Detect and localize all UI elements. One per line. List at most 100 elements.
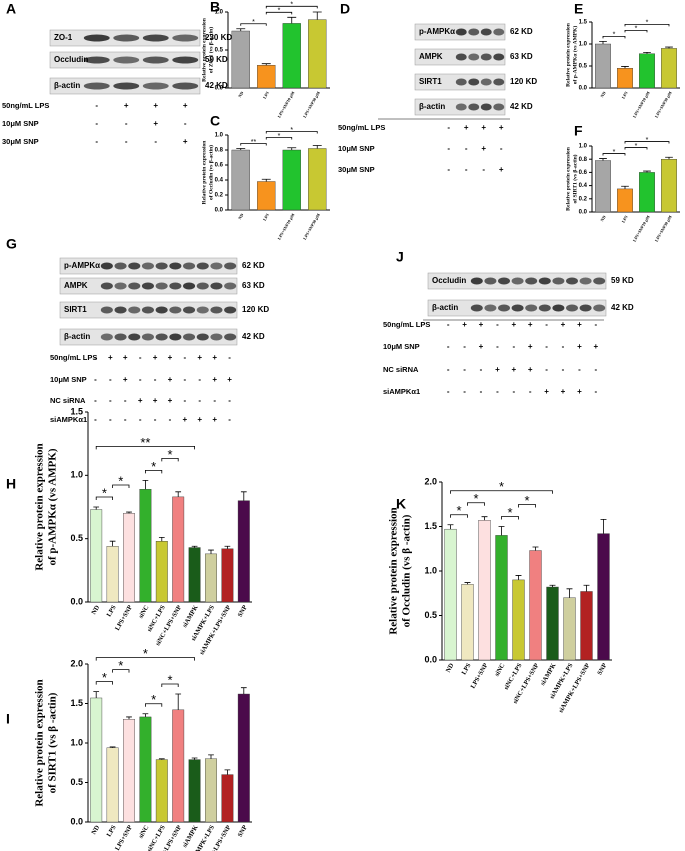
blot-band xyxy=(210,282,223,290)
blot-band xyxy=(210,306,223,314)
error-bar xyxy=(532,546,539,551)
y-tick-label: 0.8 xyxy=(215,148,224,154)
blot-band xyxy=(468,103,480,111)
panel-letter: J xyxy=(396,249,404,265)
blot-band xyxy=(114,333,127,341)
bar xyxy=(106,747,119,823)
error-bar xyxy=(240,687,247,695)
error-bar xyxy=(643,170,651,173)
blot-band xyxy=(455,53,467,61)
y-tick-label: 0.4 xyxy=(215,178,224,184)
y-tick-label: 1.5 xyxy=(424,521,437,531)
lane-sign: - xyxy=(109,396,112,405)
blot-band xyxy=(141,282,154,290)
lane-sign: + xyxy=(481,123,486,132)
blot-band xyxy=(172,56,199,64)
x-tick-label: ND xyxy=(90,824,101,836)
lane-sign: + xyxy=(183,137,188,146)
significance-label: * xyxy=(635,26,638,33)
blot-band xyxy=(114,262,127,270)
lane-sign: + xyxy=(197,415,202,424)
y-tick-label: 0.5 xyxy=(424,610,437,620)
lane-sign: - xyxy=(500,144,503,153)
blot-band xyxy=(114,306,127,314)
blot-band xyxy=(593,304,606,312)
error-bar xyxy=(287,16,297,24)
significance-bracket xyxy=(112,484,130,488)
significance-label: * xyxy=(613,149,616,156)
y-axis-label: Relative protein expression xyxy=(565,147,571,211)
blot-band xyxy=(579,304,592,312)
significance-label: ** xyxy=(251,139,257,146)
error-bar xyxy=(599,158,607,161)
condition-label: siAMPKα1 xyxy=(383,387,420,396)
protein-label: AMPK xyxy=(64,281,88,290)
error-bar xyxy=(224,545,231,549)
significance-label: * xyxy=(290,127,293,134)
bar xyxy=(155,541,168,603)
lane-sign: + xyxy=(168,396,173,405)
blot-band xyxy=(498,304,510,312)
blot-band xyxy=(455,103,467,111)
error-bar xyxy=(643,51,651,54)
y-axis-label: Relative protein expression xyxy=(565,23,571,87)
blot-band xyxy=(100,262,113,270)
significance-bracket xyxy=(602,35,626,39)
bar xyxy=(495,535,508,661)
error-bar xyxy=(312,11,322,20)
significance-bracket xyxy=(265,137,293,140)
protein-label: SIRT1 xyxy=(419,77,442,86)
significance-bracket xyxy=(112,669,130,673)
blot-band xyxy=(498,277,510,285)
significance-label: * xyxy=(456,503,461,518)
lane-sign: - xyxy=(228,396,231,405)
lane-sign: - xyxy=(154,375,157,384)
y-tick-label: 1.0 xyxy=(579,42,588,48)
lane-sign: - xyxy=(463,387,466,396)
lane-sign: + xyxy=(168,353,173,362)
lane-sign: - xyxy=(228,415,231,424)
significance-bracket xyxy=(450,514,468,518)
condition-label: 50ng/mL LPS xyxy=(2,101,49,110)
lane-sign: + xyxy=(577,342,582,351)
bar xyxy=(221,548,234,603)
y-tick-label: 1.5 xyxy=(579,20,588,26)
lane-sign: - xyxy=(124,415,127,424)
bar xyxy=(308,148,327,211)
significance-bracket xyxy=(624,147,648,150)
significance-label: * xyxy=(613,32,616,39)
protein-label: p-AMPKα xyxy=(419,27,455,36)
blot-band xyxy=(224,262,237,270)
significance-bracket xyxy=(602,153,626,156)
y-tick-label: 0.0 xyxy=(424,654,437,664)
error-bar xyxy=(191,757,198,760)
significance-label: * xyxy=(278,133,281,140)
error-bar xyxy=(175,491,182,497)
lane-sign: - xyxy=(496,320,499,329)
x-tick-label: siNC xyxy=(137,824,150,840)
lane-sign: + xyxy=(481,144,486,153)
y-axis-label: Relative protein expression xyxy=(388,507,400,634)
lane-sign: + xyxy=(123,375,128,384)
lane-sign: - xyxy=(465,165,468,174)
band-size: 63 KD xyxy=(242,281,265,290)
blot-band xyxy=(493,28,505,36)
bar xyxy=(123,513,135,603)
x-tick-label: SNP xyxy=(237,824,249,838)
error-bar xyxy=(236,28,246,31)
significance-label: * xyxy=(499,479,504,494)
x-tick-label: siAMPK+LPS+SNP xyxy=(198,604,232,656)
blot-band xyxy=(468,53,480,61)
lane-sign: + xyxy=(577,320,582,329)
lane-sign: - xyxy=(139,375,142,384)
blot-band xyxy=(224,282,237,290)
lane-sign: + xyxy=(577,387,582,396)
x-tick-label: SNP xyxy=(237,604,249,618)
condition-label: 10μM SNP xyxy=(2,119,39,128)
blot-band xyxy=(593,277,606,285)
blot-band xyxy=(141,333,154,341)
lane-sign: + xyxy=(183,415,188,424)
lane-sign: - xyxy=(480,387,483,396)
y-axis-label: of p-AMPKα (vs AMPK) xyxy=(47,448,59,565)
blot-band xyxy=(113,82,140,90)
